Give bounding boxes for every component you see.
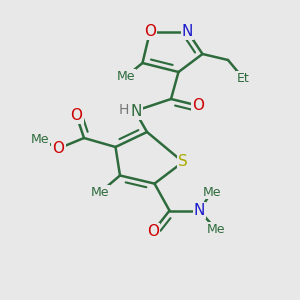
Text: O: O	[144, 24, 156, 39]
Text: Me: Me	[91, 185, 110, 199]
Text: O: O	[147, 224, 159, 239]
Text: Et: Et	[237, 71, 249, 85]
Text: Me: Me	[207, 223, 225, 236]
Text: Me: Me	[31, 133, 50, 146]
Text: O: O	[70, 108, 83, 123]
Text: H: H	[118, 103, 129, 116]
Text: S: S	[178, 154, 188, 169]
Text: N: N	[194, 203, 205, 218]
Text: N: N	[182, 24, 193, 39]
Text: O: O	[192, 98, 204, 113]
Text: Me: Me	[117, 70, 135, 83]
Text: Me: Me	[202, 185, 221, 199]
Text: O: O	[52, 141, 64, 156]
Text: N: N	[131, 103, 142, 118]
